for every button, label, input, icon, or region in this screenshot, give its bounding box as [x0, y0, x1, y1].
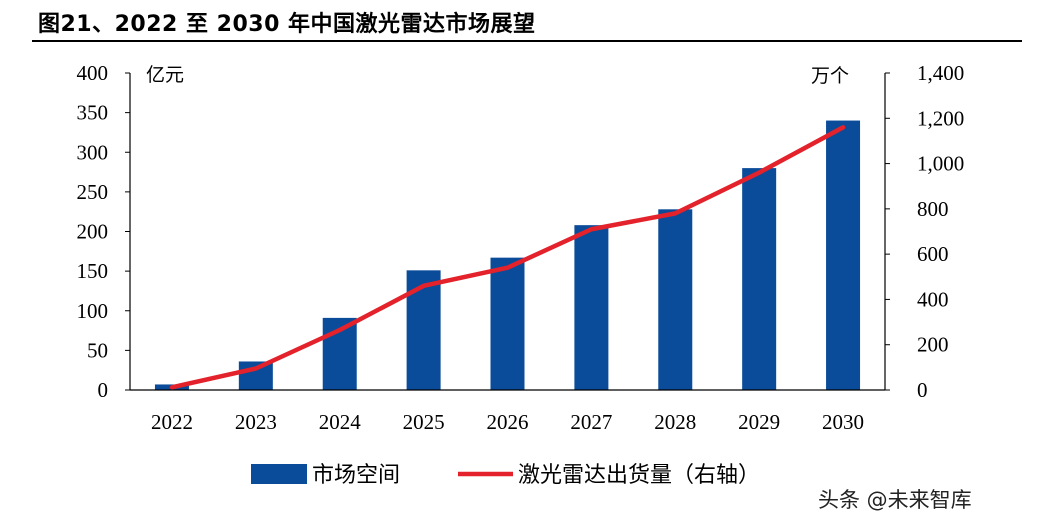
- x-tick-label: 2028: [654, 410, 696, 434]
- right-tick-label: 200: [917, 333, 949, 357]
- right-tick-label: 1,000: [917, 152, 964, 176]
- right-axis-unit: 万个: [811, 65, 849, 87]
- x-tick-label: 2029: [738, 410, 780, 434]
- legend-bar-label: 市场空间: [312, 462, 400, 487]
- bar-2028: [658, 209, 693, 390]
- line-point-2026: [506, 266, 509, 270]
- figure-title: 图21、2022 至 2030 年中国激光雷达市场展望: [38, 12, 536, 37]
- x-tick-label: 2022: [151, 410, 193, 434]
- left-axis-unit: 亿元: [146, 64, 184, 86]
- line-point-2022: [170, 385, 174, 389]
- legend-line-label: 激光雷达出货量（右轴）: [518, 462, 760, 487]
- watermark: 头条 @未来智库: [818, 488, 972, 512]
- line-point-2024: [338, 328, 342, 332]
- line-point-2027: [589, 227, 593, 231]
- left-tick-label: 300: [77, 140, 109, 164]
- x-tick-label: 2024: [319, 410, 362, 434]
- x-tick-label: 2025: [403, 410, 445, 434]
- line-point-2028: [673, 211, 677, 215]
- line-point-2023: [254, 366, 258, 370]
- bar-2027: [574, 225, 609, 390]
- x-tick-label: 2030: [822, 410, 864, 434]
- left-tick-label: 350: [77, 101, 109, 125]
- left-tick-label: 100: [77, 299, 109, 323]
- x-tick-label: 2026: [487, 410, 529, 434]
- left-tick-label: 400: [77, 61, 109, 85]
- right-tick-label: 400: [917, 287, 949, 311]
- left-tick-label: 50: [87, 338, 108, 362]
- bar-2030: [826, 120, 861, 391]
- x-tick-label: 2027: [570, 410, 612, 434]
- right-tick-label: 0: [917, 378, 928, 402]
- line-point-2025: [422, 284, 426, 288]
- right-tick-label: 800: [917, 197, 949, 221]
- legend-bar-swatch: [251, 464, 307, 484]
- left-tick-label: 0: [98, 378, 109, 402]
- title-divider: [32, 40, 1022, 42]
- bar-2029: [742, 168, 777, 390]
- bar-2023: [238, 361, 273, 390]
- right-tick-label: 600: [917, 242, 949, 266]
- bar-2026: [490, 257, 525, 390]
- left-tick-label: 150: [77, 259, 109, 283]
- line-point-2029: [757, 171, 761, 175]
- x-tick-label: 2023: [235, 410, 277, 434]
- right-tick-label: 1,200: [917, 106, 964, 130]
- left-tick-label: 200: [77, 220, 109, 244]
- line-point-2030: [841, 125, 845, 129]
- right-tick-label: 1,400: [917, 61, 964, 85]
- left-tick-label: 250: [77, 180, 109, 204]
